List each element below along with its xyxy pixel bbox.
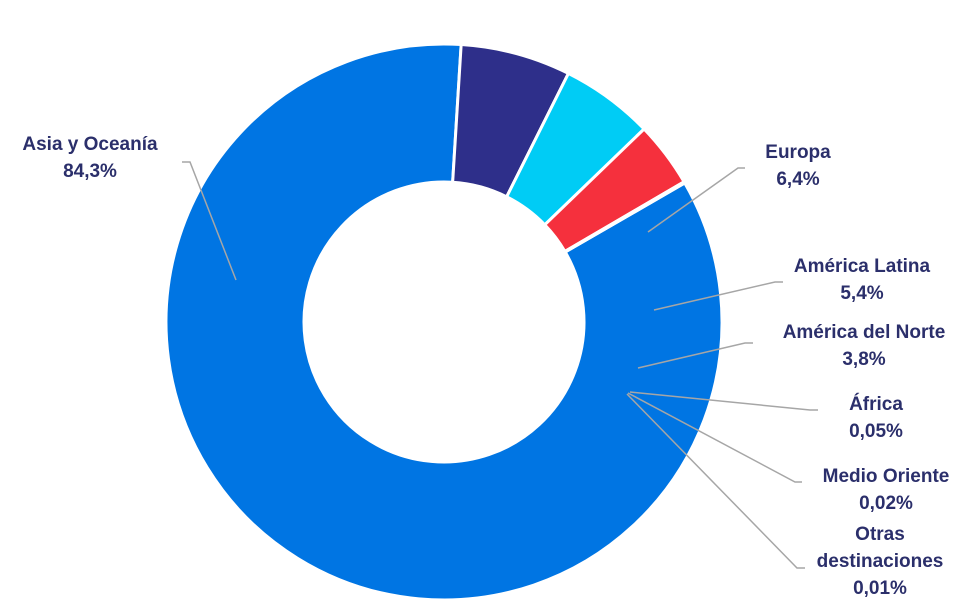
leader-line-asia-y-oceania bbox=[182, 161, 237, 281]
slice-name-label: Medio Oriente bbox=[823, 466, 950, 487]
slice-value-label: 0,01% bbox=[853, 578, 907, 599]
slice-name-label: destinaciones bbox=[817, 551, 944, 572]
leader-line-medio-oriente bbox=[627, 392, 802, 483]
slice-name-label: América del Norte bbox=[783, 322, 946, 343]
slice-value-label: 3,8% bbox=[842, 349, 885, 370]
label-asia-y-oceania: Asia y Oceanía 84,3% bbox=[22, 134, 158, 182]
label-medio-oriente: Medio Oriente 0,02% bbox=[823, 466, 950, 514]
slice-value-label: 0,05% bbox=[849, 421, 903, 442]
leader-line-america-latina bbox=[653, 281, 783, 311]
slice-otras-destinaciones bbox=[563, 180, 687, 255]
donut-slices bbox=[164, 42, 724, 602]
slice-name-label: Asia y Oceanía bbox=[22, 134, 158, 155]
slice-value-label: 84,3% bbox=[63, 161, 117, 182]
slice-value-label: 0,02% bbox=[859, 493, 913, 514]
label-otras-destinaciones: Otras destinaciones 0,01% bbox=[817, 524, 944, 599]
slice-value-label: 5,4% bbox=[840, 283, 883, 304]
slice-name-label: Europa bbox=[765, 142, 831, 163]
leader-line-europa bbox=[647, 167, 745, 233]
slice-value-label: 6,4% bbox=[776, 169, 819, 190]
leader-line-africa bbox=[629, 391, 818, 411]
slice-labels: Asia y Oceanía 84,3% Europa 6,4% América Lat… bbox=[22, 134, 949, 599]
leader-lines bbox=[182, 161, 818, 569]
label-america-latina: América Latina 5,4% bbox=[794, 256, 931, 304]
slice-name-label: África bbox=[849, 393, 903, 415]
label-africa: África 0,05% bbox=[849, 393, 903, 442]
slice-asia-y-oceania bbox=[164, 42, 724, 602]
slice-name-label: América Latina bbox=[794, 256, 931, 277]
slice-name-label: Otras bbox=[855, 524, 905, 545]
leader-line-america-del-norte bbox=[637, 342, 753, 369]
label-america-del-norte: América del Norte 3,8% bbox=[783, 322, 946, 370]
label-europa: Europa 6,4% bbox=[765, 142, 831, 190]
leader-line-otras-destinaciones bbox=[626, 393, 805, 569]
